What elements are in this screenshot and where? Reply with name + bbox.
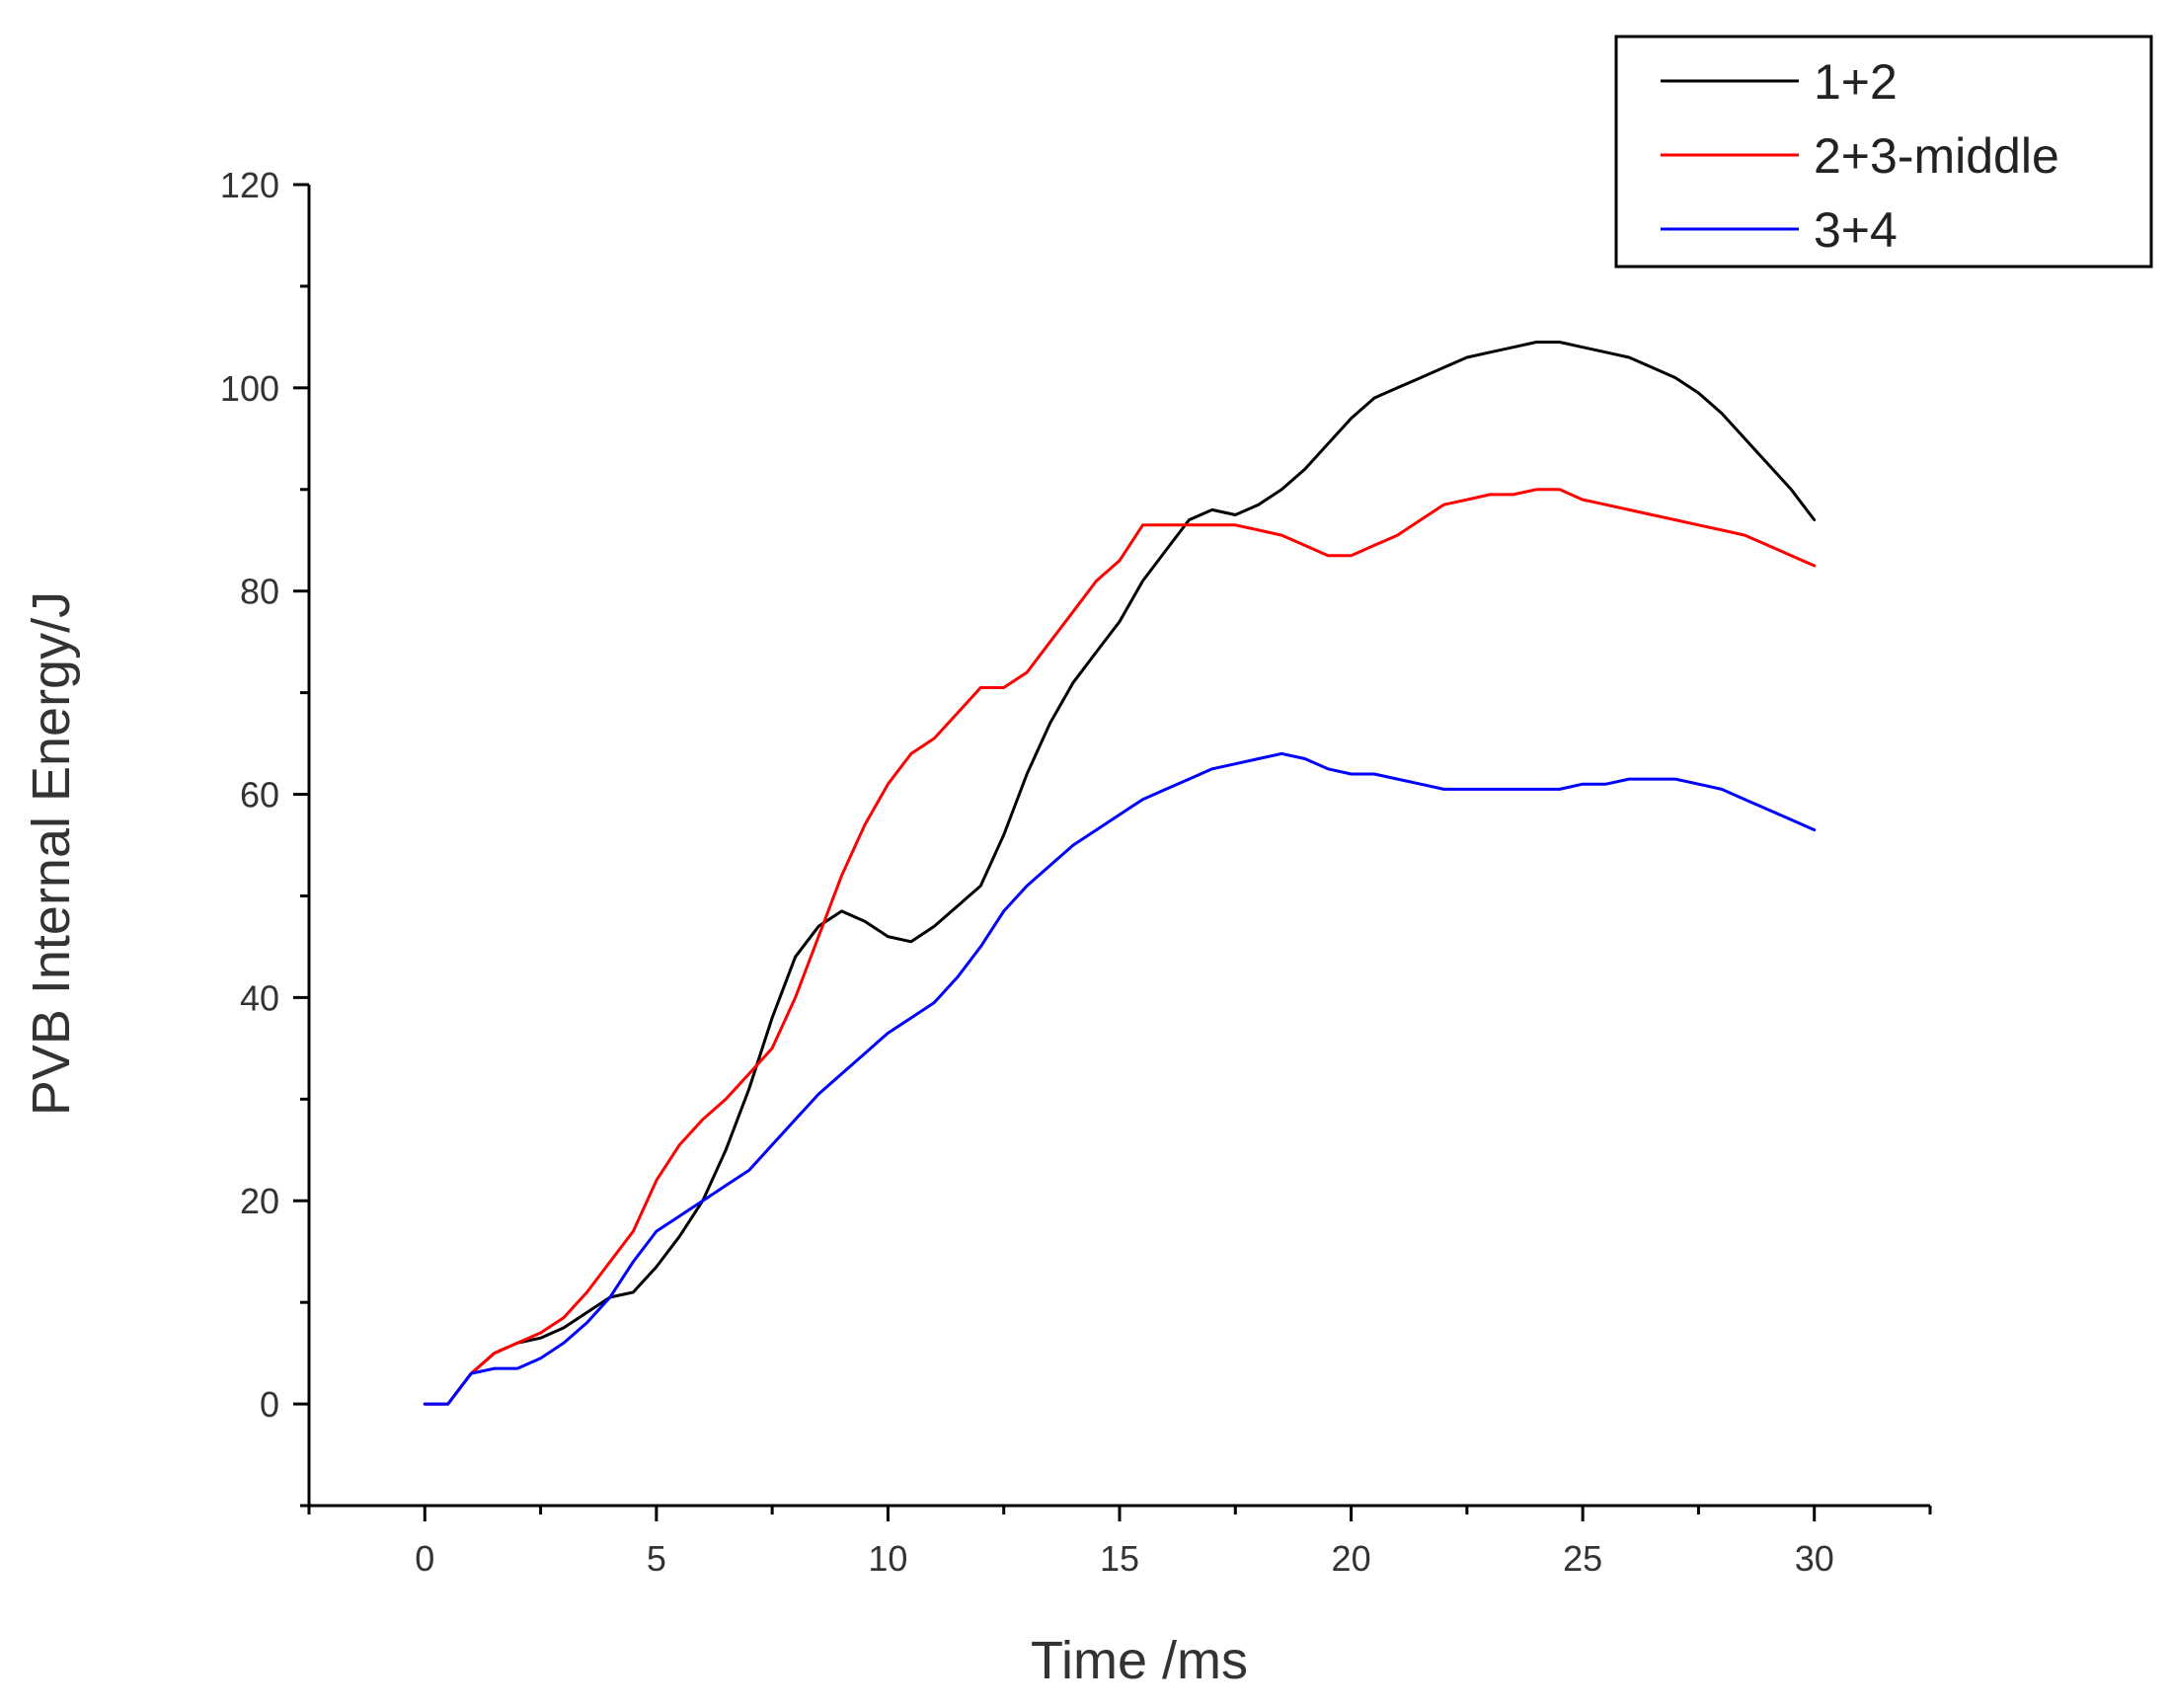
legend-label-2: 2+3-middle <box>1814 128 2059 184</box>
x-tick-label: 20 <box>1332 1538 1371 1579</box>
y-tick-label: 100 <box>220 368 279 409</box>
series-lines <box>423 341 1817 1406</box>
y-tick-label: 20 <box>240 1181 279 1221</box>
legend: 1+2 2+3-middle 3+4 <box>1614 35 2153 269</box>
y-tick-label: 0 <box>260 1384 279 1425</box>
series-line-2 <box>423 488 1817 1406</box>
series-line-1 <box>423 341 1817 1406</box>
y-tick-label: 60 <box>240 775 279 815</box>
legend-label-1: 1+2 <box>1814 54 1898 110</box>
y-tick-label: 80 <box>240 572 279 612</box>
x-tick-label: 25 <box>1563 1538 1602 1579</box>
x-tick-label: 5 <box>647 1538 666 1579</box>
x-axis-title: Time /ms <box>1031 1631 1248 1690</box>
series-line-3 <box>423 751 1817 1406</box>
x-tick-label: 0 <box>415 1538 434 1579</box>
y-tick-label: 120 <box>220 165 279 205</box>
x-tick-label: 10 <box>868 1538 907 1579</box>
x-tick-label: 30 <box>1795 1538 1834 1579</box>
y-axis-title: PVB Internal Energy/J <box>22 591 81 1116</box>
x-tick-label: 15 <box>1100 1538 1139 1579</box>
axes: 0 20 40 60 80 100 120 0 5 10 15 20 25 30 <box>220 165 1932 1579</box>
legend-label-3: 3+4 <box>1814 202 1898 258</box>
y-tick-label: 40 <box>240 977 279 1018</box>
